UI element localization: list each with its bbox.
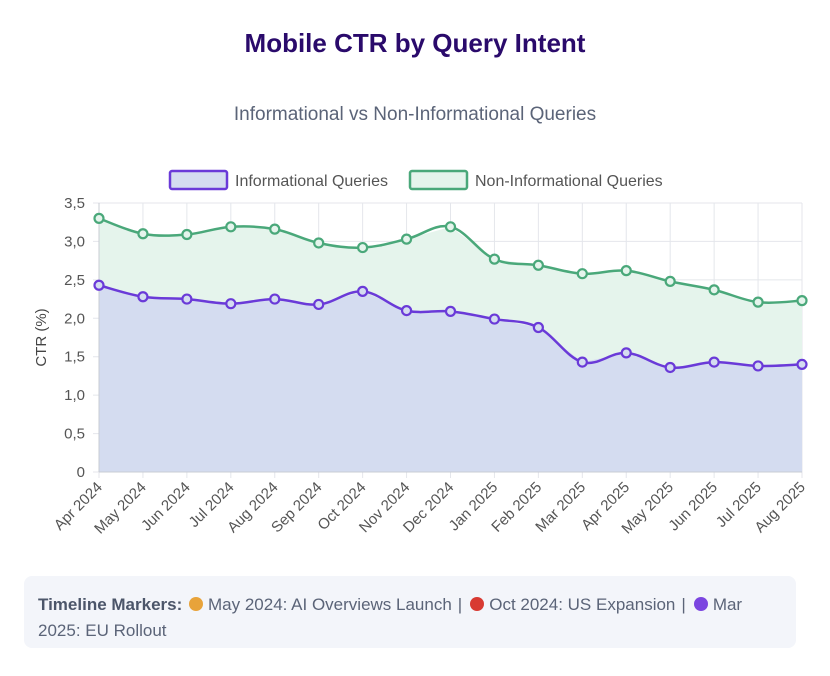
point-informational bbox=[752, 360, 764, 372]
point-informational bbox=[576, 356, 588, 368]
point-non-informational bbox=[752, 296, 764, 308]
point-informational bbox=[532, 321, 544, 334]
marker-text-ai-overviews: May 2024: AI Overviews Launch bbox=[208, 595, 452, 614]
point-non-informational bbox=[313, 237, 325, 249]
point-informational bbox=[357, 285, 369, 297]
point-non-informational bbox=[137, 228, 149, 240]
timeline-markers-panel: Timeline Markers: May 2024: AI Overviews… bbox=[24, 576, 796, 648]
legend-swatch-informational bbox=[168, 169, 229, 191]
point-non-informational bbox=[620, 265, 632, 277]
chart-title: Mobile CTR by Query Intent bbox=[244, 28, 586, 58]
point-informational bbox=[444, 305, 457, 317]
point-informational bbox=[313, 298, 325, 311]
y-tick-label: 3,5 bbox=[64, 195, 85, 212]
point-non-informational bbox=[576, 268, 588, 280]
point-informational bbox=[225, 298, 237, 310]
marker-separator: | bbox=[457, 595, 463, 614]
point-informational bbox=[181, 293, 193, 305]
marker-dot-ai-overviews bbox=[189, 597, 203, 611]
marker-text-us-expansion: Oct 2024: US Expansion bbox=[489, 595, 676, 614]
y-tick-label: 2,0 bbox=[64, 310, 85, 327]
legend-label-non-informational: Non-Informational Queries bbox=[475, 173, 663, 190]
x-tick-label: Jun 2024 bbox=[138, 479, 194, 535]
x-tick-label: Jun 2025 bbox=[665, 479, 721, 535]
chart-subtitle: Informational vs Non-Informational Queri… bbox=[233, 104, 597, 125]
y-tick-label: 3,0 bbox=[64, 233, 85, 250]
area-informational bbox=[99, 285, 802, 472]
marker-text-eu-rollout: Mar 2025: EU Rollout bbox=[38, 595, 743, 640]
point-informational bbox=[620, 347, 632, 359]
point-non-informational bbox=[708, 284, 720, 296]
point-non-informational bbox=[225, 221, 237, 233]
point-informational bbox=[664, 361, 676, 374]
y-tick-label: 2,5 bbox=[64, 272, 85, 289]
marker-separator: | bbox=[681, 595, 686, 614]
point-non-informational bbox=[796, 295, 808, 307]
legend-swatch-non-informational bbox=[408, 169, 469, 191]
y-tick-label: 1,0 bbox=[64, 387, 85, 404]
y-tick-label: 0,5 bbox=[64, 426, 85, 443]
point-non-informational bbox=[488, 253, 501, 265]
point-non-informational bbox=[664, 275, 676, 287]
legend-label-informational: Informational Queries bbox=[235, 173, 388, 190]
timeline-markers-label: Timeline Markers: bbox=[38, 595, 183, 614]
y-tick-label: 0 bbox=[77, 464, 85, 481]
y-tick-label: 1,5 bbox=[64, 349, 85, 366]
point-non-informational bbox=[181, 228, 193, 241]
point-informational bbox=[708, 356, 720, 368]
point-non-informational bbox=[444, 221, 457, 233]
marker-dot-us-expansion bbox=[470, 597, 485, 611]
marker-dot-eu-rollout bbox=[693, 597, 708, 611]
point-non-informational bbox=[357, 241, 369, 254]
point-non-informational bbox=[269, 223, 281, 235]
point-informational bbox=[796, 358, 808, 370]
point-informational bbox=[137, 291, 149, 303]
point-informational bbox=[488, 313, 501, 325]
point-non-informational bbox=[93, 212, 105, 224]
area-non-informational bbox=[99, 218, 802, 368]
point-non-informational bbox=[400, 233, 413, 245]
point-non-informational bbox=[532, 259, 544, 271]
y-axis-label: CTR (%) bbox=[33, 308, 50, 366]
point-informational bbox=[93, 279, 105, 291]
point-informational bbox=[269, 293, 281, 305]
point-informational bbox=[400, 305, 413, 317]
